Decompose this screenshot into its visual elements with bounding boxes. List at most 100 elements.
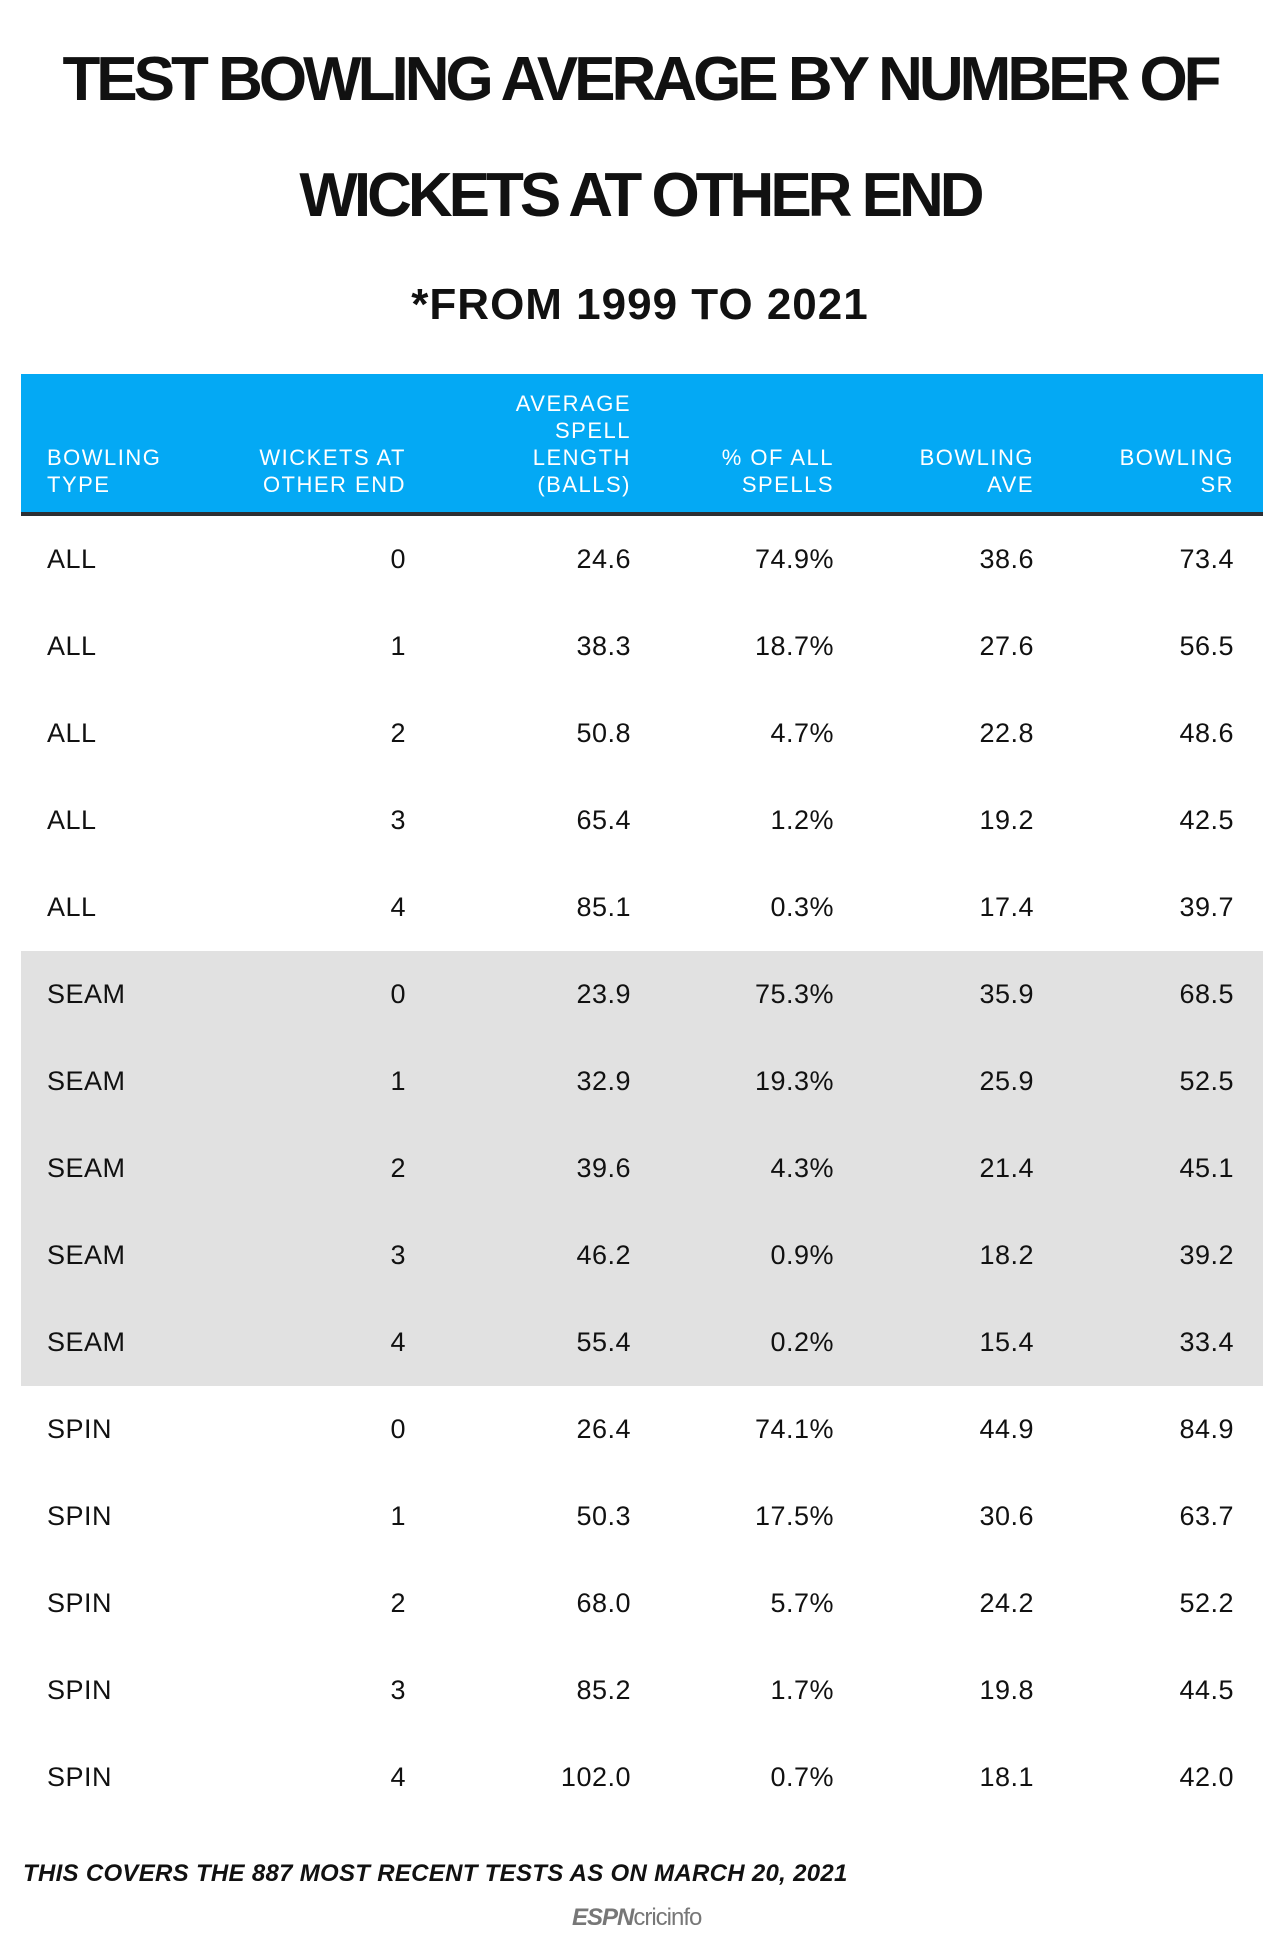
header-line: SPELLS — [741, 472, 834, 497]
cell-pct-of-spells: 0.3% — [770, 892, 834, 922]
cell-wickets-at-other-end: 4 — [390, 1762, 406, 1792]
cell-avg-spell-length: 85.2 — [576, 1675, 631, 1705]
table-row: SPIN 4 102.0 0.7% 18.1 42.0 — [21, 1734, 1263, 1821]
cell-bowling-ave: 18.2 — [979, 1240, 1034, 1270]
cell-bowling-ave: 25.9 — [979, 1066, 1034, 1096]
cell-wickets-at-other-end: 1 — [390, 1066, 406, 1096]
title-line-2: WICKETS AT OTHER END — [20, 146, 1260, 246]
cell-wickets-at-other-end: 1 — [390, 1501, 406, 1531]
cell-bowling-ave: 22.8 — [979, 718, 1034, 748]
cell-bowling-type: ALL — [47, 544, 97, 574]
cell-avg-spell-length: 50.3 — [576, 1501, 631, 1531]
cell-pct-of-spells: 0.9% — [770, 1240, 834, 1270]
table-row: SEAM 2 39.6 4.3% 21.4 45.1 — [21, 1125, 1263, 1212]
cell-avg-spell-length: 68.0 — [576, 1588, 631, 1618]
cell-avg-spell-length: 23.9 — [576, 979, 631, 1009]
cell-bowling-sr: 52.5 — [1179, 1066, 1234, 1096]
cell-bowling-sr: 48.6 — [1179, 718, 1234, 748]
header-line: TYPE — [47, 472, 111, 497]
header-avg-spell-length: AVERAGE SPELL LENGTH (BALLS) — [516, 390, 631, 498]
cell-bowling-type: ALL — [47, 805, 97, 835]
table-row: SPIN 2 68.0 5.7% 24.2 52.2 — [21, 1560, 1263, 1647]
cell-bowling-sr: 45.1 — [1179, 1153, 1234, 1183]
header-bowling-ave: BOWLING AVE — [920, 444, 1034, 498]
header-line: OTHER END — [262, 472, 406, 497]
table-row: ALL 0 24.6 74.9% 38.6 73.4 — [21, 516, 1263, 603]
cell-avg-spell-length: 26.4 — [576, 1414, 631, 1444]
espncricinfo-logo: ESPNcricinfo — [572, 1904, 702, 1932]
table-header: BOWLING TYPE WICKETS AT OTHER END AVERAGE SPE… — [21, 374, 1263, 516]
header-wickets-at-other-end: WICKETS AT OTHER END — [259, 444, 406, 498]
cell-avg-spell-length: 24.6 — [576, 544, 631, 574]
cell-pct-of-spells: 5.7% — [770, 1588, 834, 1618]
cell-bowling-sr: 33.4 — [1179, 1327, 1234, 1357]
header-line: BOWLING — [47, 445, 162, 470]
cell-pct-of-spells: 74.1% — [754, 1414, 834, 1444]
header-line: AVERAGE — [515, 391, 631, 416]
data-table: BOWLING TYPE WICKETS AT OTHER END AVERAGE SPE… — [21, 374, 1263, 1821]
cell-wickets-at-other-end: 0 — [390, 1414, 406, 1444]
cell-bowling-type: SEAM — [47, 1327, 126, 1357]
cell-pct-of-spells: 18.7% — [754, 631, 834, 661]
header-line: WICKETS AT — [259, 445, 406, 470]
cell-avg-spell-length: 55.4 — [576, 1327, 631, 1357]
cell-bowling-ave: 21.4 — [979, 1153, 1034, 1183]
cell-wickets-at-other-end: 0 — [390, 979, 406, 1009]
cell-bowling-type: ALL — [47, 892, 97, 922]
cell-bowling-type: SPIN — [47, 1588, 113, 1618]
table-row: ALL 4 85.1 0.3% 17.4 39.7 — [21, 864, 1263, 951]
cell-bowling-type: SEAM — [47, 1153, 126, 1183]
cell-bowling-sr: 84.9 — [1179, 1414, 1234, 1444]
cell-wickets-at-other-end: 1 — [390, 631, 406, 661]
cell-bowling-sr: 42.5 — [1179, 805, 1234, 835]
cell-pct-of-spells: 17.5% — [754, 1501, 834, 1531]
header-line: AVE — [987, 472, 1034, 497]
cell-wickets-at-other-end: 2 — [390, 1588, 406, 1618]
cell-bowling-sr: 39.7 — [1179, 892, 1234, 922]
cell-pct-of-spells: 74.9% — [754, 544, 834, 574]
cell-wickets-at-other-end: 0 — [390, 544, 406, 574]
table-row: ALL 3 65.4 1.2% 19.2 42.5 — [21, 777, 1263, 864]
table-row: SEAM 0 23.9 75.3% 35.9 68.5 — [21, 951, 1263, 1038]
cell-pct-of-spells: 0.2% — [770, 1327, 834, 1357]
cell-bowling-ave: 44.9 — [979, 1414, 1034, 1444]
table-row: SPIN 1 50.3 17.5% 30.6 63.7 — [21, 1473, 1263, 1560]
table-row: SEAM 1 32.9 19.3% 25.9 52.5 — [21, 1038, 1263, 1125]
footnote: THIS COVERS THE 887 MOST RECENT TESTS AS… — [23, 1860, 848, 1887]
cell-pct-of-spells: 1.7% — [770, 1675, 834, 1705]
cell-pct-of-spells: 1.2% — [770, 805, 834, 835]
header-line: SR — [1200, 472, 1234, 497]
cell-bowling-ave: 15.4 — [979, 1327, 1034, 1357]
cell-bowling-type: SPIN — [47, 1501, 113, 1531]
cell-bowling-type: SPIN — [47, 1675, 113, 1705]
cell-bowling-ave: 24.2 — [979, 1588, 1034, 1618]
cell-avg-spell-length: 39.6 — [576, 1153, 631, 1183]
header-line: BOWLING — [919, 445, 1034, 470]
table-row: ALL 1 38.3 18.7% 27.6 56.5 — [21, 603, 1263, 690]
cell-bowling-sr: 56.5 — [1179, 631, 1234, 661]
header-line: BOWLING — [1119, 445, 1234, 470]
header-line: LENGTH — [532, 445, 631, 470]
cell-wickets-at-other-end: 4 — [390, 1327, 406, 1357]
cell-avg-spell-length: 32.9 — [576, 1066, 631, 1096]
title-text-2: WICKETS AT OTHER END — [299, 161, 984, 230]
cell-bowling-sr: 73.4 — [1179, 544, 1234, 574]
cell-bowling-ave: 35.9 — [979, 979, 1034, 1009]
table-row: SPIN 0 26.4 74.1% 44.9 84.9 — [21, 1386, 1263, 1473]
cell-bowling-sr: 42.0 — [1179, 1762, 1234, 1792]
logo-cricinfo: cricinfo — [633, 1904, 702, 1931]
cell-avg-spell-length: 102.0 — [560, 1762, 631, 1792]
cell-wickets-at-other-end: 3 — [390, 805, 406, 835]
cell-bowling-type: SEAM — [47, 1240, 126, 1270]
header-line: (BALLS) — [537, 472, 631, 497]
cell-wickets-at-other-end: 2 — [390, 1153, 406, 1183]
cell-avg-spell-length: 65.4 — [576, 805, 631, 835]
cell-avg-spell-length: 85.1 — [576, 892, 631, 922]
cell-wickets-at-other-end: 3 — [390, 1240, 406, 1270]
cell-pct-of-spells: 4.3% — [770, 1153, 834, 1183]
title-text-1: TEST BOWLING AVERAGE BY NUMBER OF — [62, 45, 1221, 114]
cell-bowling-ave: 19.2 — [979, 805, 1034, 835]
cell-bowling-ave: 30.6 — [979, 1501, 1034, 1531]
cell-bowling-ave: 38.6 — [979, 544, 1034, 574]
title-line-1: TEST BOWLING AVERAGE BY NUMBER OF — [20, 30, 1260, 130]
